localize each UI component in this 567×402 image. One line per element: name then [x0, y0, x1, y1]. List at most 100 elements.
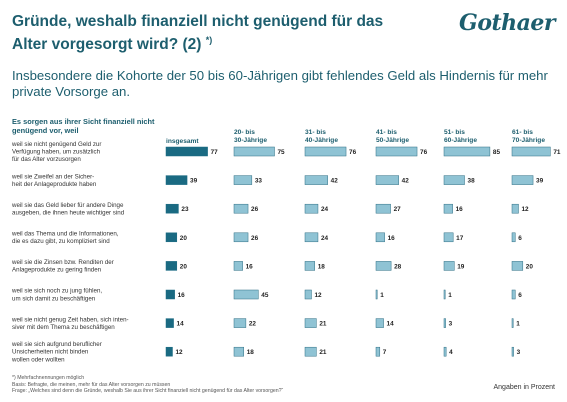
data-label: 39	[536, 178, 544, 185]
data-label: 39	[190, 178, 198, 185]
data-label: 16	[456, 206, 464, 213]
bar	[443, 318, 446, 328]
data-label: 3	[517, 349, 521, 356]
gothaer-logo: Gothaer	[459, 10, 555, 36]
data-label: 42	[331, 178, 339, 185]
data-label: 14	[387, 321, 395, 328]
data-label: 23	[181, 206, 189, 213]
category-label: Verfügung haben, um zusätzlich	[12, 149, 101, 156]
bar	[233, 175, 253, 185]
bar	[443, 232, 454, 243]
data-label: 1	[448, 292, 452, 299]
column-header: 50-Jährige	[376, 137, 409, 144]
column-header: 30-Jährige	[234, 137, 267, 144]
category-label: ausgeben, die ihnen heute wichtiger sind	[12, 210, 125, 217]
bar	[233, 232, 249, 243]
chart-subtitle: Insbesondere die Kohorte der 50 bis 60-J…	[12, 68, 548, 99]
data-label: 24	[321, 235, 329, 242]
data-label: 77	[211, 149, 219, 156]
column-header: 60-Jährige	[444, 137, 477, 144]
data-label: 28	[394, 263, 402, 270]
category-label: um sich damit zu beschäftigen	[12, 295, 96, 302]
data-label: 18	[247, 349, 255, 356]
data-label: 38	[468, 178, 476, 185]
bar	[304, 289, 312, 300]
bar	[443, 203, 453, 214]
column-header: 41- bis	[376, 129, 397, 136]
bar	[443, 146, 491, 157]
bar	[304, 232, 319, 243]
title-line-2: Alter vorgesorgt wird? (2)	[12, 36, 206, 54]
bar	[304, 318, 317, 328]
column-header: insgesamt	[166, 138, 199, 145]
data-label: 17	[456, 235, 464, 242]
column-header: 40-Jährige	[305, 137, 338, 144]
category-label: weil sie nicht genügend Geld zur	[11, 141, 101, 148]
bar	[511, 232, 516, 243]
column-header: 20- bis	[234, 129, 255, 136]
bar	[443, 261, 455, 271]
bar	[511, 318, 514, 328]
bar	[165, 232, 178, 243]
data-label: 22	[249, 321, 257, 328]
category-label: die es dazu gibt, zu kompliziert sind	[12, 238, 110, 245]
category-label: Unsicherheiten nicht binden	[12, 349, 89, 356]
bar	[304, 203, 319, 214]
data-label: 3	[449, 321, 453, 328]
bar	[443, 289, 446, 300]
data-label: 6	[518, 292, 522, 299]
column-header: 31- bis	[305, 129, 326, 136]
bar	[375, 346, 381, 357]
bar	[165, 318, 174, 328]
bar	[304, 146, 347, 157]
data-label: 20	[180, 263, 188, 270]
category-label: Anlageprodukte zu gering finden	[12, 267, 102, 274]
bar	[233, 146, 275, 157]
category-label: weil sie nicht genug Zeit haben, sich in…	[11, 316, 129, 323]
data-label: 24	[321, 206, 329, 213]
bar	[375, 289, 378, 300]
bar	[165, 203, 179, 214]
bar	[165, 346, 173, 357]
data-label: 16	[246, 263, 254, 270]
units-note: Angaben in Prozent	[493, 384, 556, 391]
data-label: 26	[251, 235, 259, 242]
data-label: 71	[553, 149, 561, 156]
data-label: 76	[349, 149, 357, 156]
footnotes: *) Mehrfachnennungen möglich Basis: Befr…	[12, 375, 432, 395]
bar	[375, 175, 399, 185]
bar	[375, 203, 391, 214]
data-label: 20	[180, 235, 188, 242]
footnote-multiple-answers: *) Mehrfachnennungen möglich	[12, 375, 85, 381]
column-header: 61- bis	[512, 129, 533, 136]
data-label: 4	[449, 349, 453, 356]
data-label: 12	[175, 349, 183, 356]
data-label: 18	[318, 263, 326, 270]
data-label: 33	[255, 178, 263, 185]
bar	[233, 261, 243, 271]
category-label: weil sie die Zinsen bzw. Renditen der	[11, 259, 114, 266]
data-label: 12	[314, 292, 322, 299]
bar	[375, 318, 384, 328]
category-label: weil sie das Geld lieber für andere Ding…	[11, 202, 124, 209]
column-header: 70-Jährige	[512, 137, 545, 144]
data-label: 26	[251, 206, 259, 213]
chart-title: Gründe, weshalb finanziell nicht genügen…	[12, 12, 442, 54]
category-label: für das Alter vorzusorgen	[12, 156, 81, 163]
question-header: Es sorgen aus ihrer Sicht finanziell nic…	[12, 117, 155, 135]
bar	[304, 346, 317, 357]
category-label: weil sie sich aufgrund beruflicher	[11, 341, 102, 348]
data-label: 19	[457, 263, 465, 270]
bar	[165, 289, 175, 300]
data-label: 16	[178, 292, 186, 299]
bar	[304, 175, 328, 185]
bar	[165, 146, 208, 157]
data-label: 76	[420, 149, 428, 156]
bar	[375, 146, 418, 157]
data-label: 85	[493, 149, 501, 156]
bar	[375, 232, 385, 243]
column-header: 51- bis	[444, 129, 465, 136]
bar	[511, 146, 551, 157]
title-line-1: Gründe, weshalb finanziell nicht genügen…	[12, 13, 384, 30]
